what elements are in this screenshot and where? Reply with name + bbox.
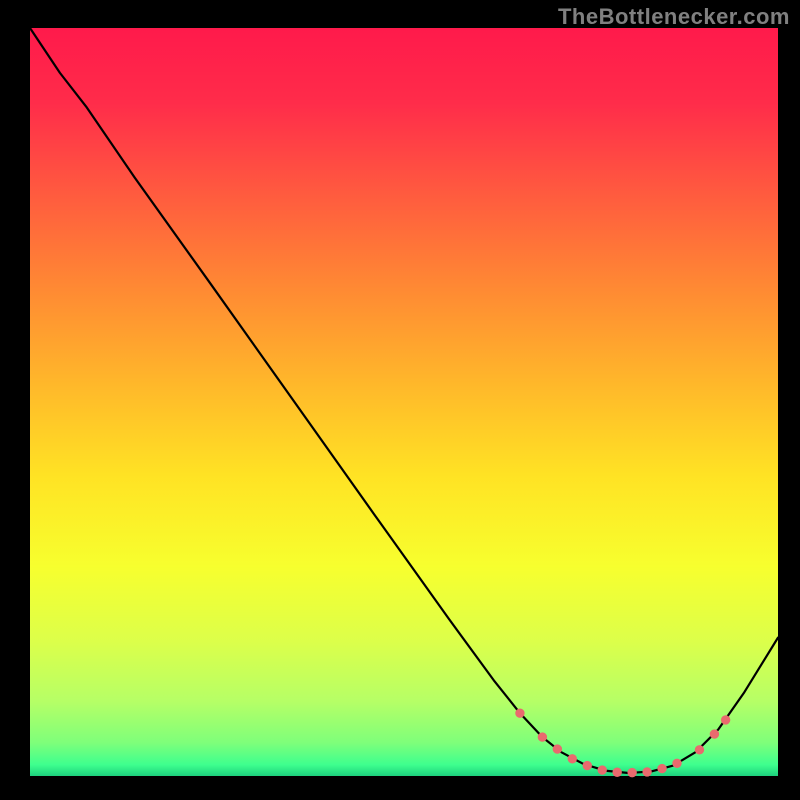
curve-marker [613, 768, 621, 776]
curve-marker [695, 746, 703, 754]
bottleneck-chart [0, 0, 800, 800]
curve-marker [710, 730, 718, 738]
plot-gradient-background [30, 28, 778, 776]
curve-marker [721, 716, 729, 724]
watermark-label: TheBottlenecker.com [558, 4, 790, 30]
curve-marker [568, 755, 576, 763]
curve-marker [658, 764, 666, 772]
curve-marker [553, 745, 561, 753]
curve-marker [516, 709, 524, 717]
curve-marker [598, 766, 606, 774]
chart-container: TheBottlenecker.com [0, 0, 800, 800]
curve-marker [673, 759, 681, 767]
curve-marker [538, 733, 546, 741]
curve-marker [643, 768, 651, 776]
curve-marker [628, 768, 636, 776]
curve-marker [583, 761, 591, 769]
